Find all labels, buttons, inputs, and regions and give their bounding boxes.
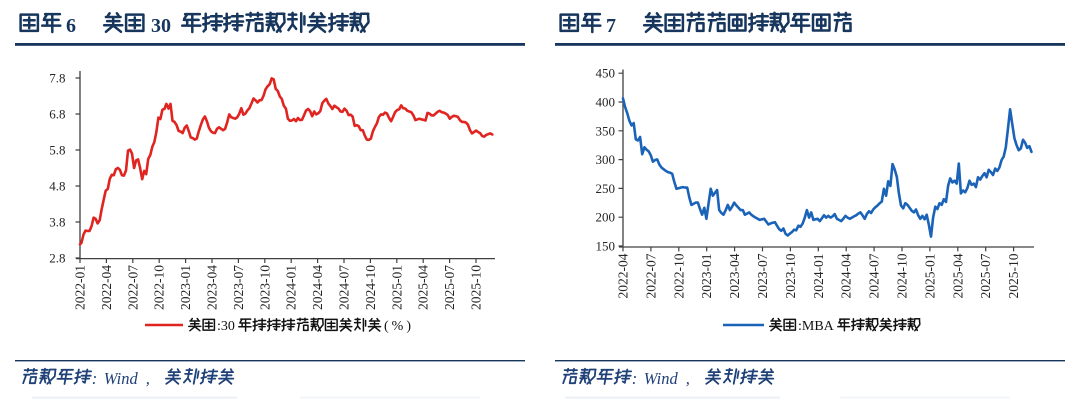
svg-text:2025-04: 2025-04	[416, 265, 431, 310]
svg-text:(%): (%)	[384, 319, 414, 334]
svg-text:2024-01: 2024-01	[284, 265, 299, 310]
svg-text:7.8: 7.8	[49, 71, 65, 86]
svg-text:3.8: 3.8	[49, 215, 65, 230]
svg-text:2023-10: 2023-10	[783, 253, 798, 298]
svg-text:350: 350	[596, 123, 616, 138]
svg-text:2025-04: 2025-04	[950, 253, 965, 298]
svg-text:6: 6	[66, 15, 76, 37]
svg-text:2022-01: 2022-01	[73, 265, 88, 310]
svg-text:200: 200	[596, 210, 616, 225]
svg-text::: :	[632, 369, 638, 388]
svg-text:2023-01: 2023-01	[178, 265, 193, 310]
svg-text:450: 450	[596, 66, 616, 81]
svg-text:6.8: 6.8	[49, 107, 65, 122]
svg-text:2025-01: 2025-01	[922, 254, 937, 299]
svg-text:150: 150	[596, 239, 616, 254]
svg-text:2022-07: 2022-07	[643, 253, 658, 298]
svg-text:250: 250	[596, 181, 616, 196]
svg-text:2022-04: 2022-04	[616, 253, 631, 298]
svg-text:2024-04: 2024-04	[310, 265, 325, 310]
svg-text:Wind: Wind	[644, 369, 679, 388]
svg-text:2025-10: 2025-10	[469, 265, 484, 310]
svg-text:2022-10: 2022-10	[152, 265, 167, 310]
svg-text:30: 30	[151, 15, 171, 37]
svg-text:,: ,	[146, 369, 150, 388]
svg-text:5.8: 5.8	[49, 143, 65, 158]
svg-text:2023-01: 2023-01	[699, 254, 714, 299]
svg-text:2.8: 2.8	[49, 251, 65, 266]
svg-text:2022-10: 2022-10	[671, 253, 686, 298]
svg-text::: :	[92, 369, 98, 388]
svg-text:2025-01: 2025-01	[389, 265, 404, 310]
svg-text:2024-07: 2024-07	[867, 253, 882, 298]
svg-text:2023-07: 2023-07	[755, 253, 770, 298]
svg-text:2025-10: 2025-10	[1006, 253, 1021, 298]
svg-text::30: :30	[217, 319, 235, 334]
svg-text:2024-01: 2024-01	[811, 254, 826, 299]
svg-text:2024-10: 2024-10	[363, 265, 378, 310]
svg-text:2023-04: 2023-04	[727, 253, 742, 298]
svg-text:2024-04: 2024-04	[839, 253, 854, 298]
svg-text:2023-10: 2023-10	[257, 265, 272, 310]
svg-text:400: 400	[596, 95, 616, 110]
svg-text:7: 7	[606, 15, 616, 37]
svg-text:2025-07: 2025-07	[978, 253, 993, 298]
svg-text:2022-04: 2022-04	[99, 265, 114, 310]
svg-text:2024-07: 2024-07	[337, 265, 352, 310]
svg-text::MBA: :MBA	[798, 319, 835, 334]
svg-text:2023-07: 2023-07	[231, 265, 246, 310]
svg-text:,: ,	[686, 369, 690, 388]
svg-text:Wind: Wind	[104, 369, 139, 388]
svg-text:300: 300	[596, 152, 616, 167]
svg-text:4.8: 4.8	[49, 179, 65, 194]
svg-text:2022-07: 2022-07	[125, 265, 140, 310]
svg-text:2023-04: 2023-04	[205, 265, 220, 310]
svg-text:2024-10: 2024-10	[895, 253, 910, 298]
svg-text:2025-07: 2025-07	[442, 265, 457, 310]
